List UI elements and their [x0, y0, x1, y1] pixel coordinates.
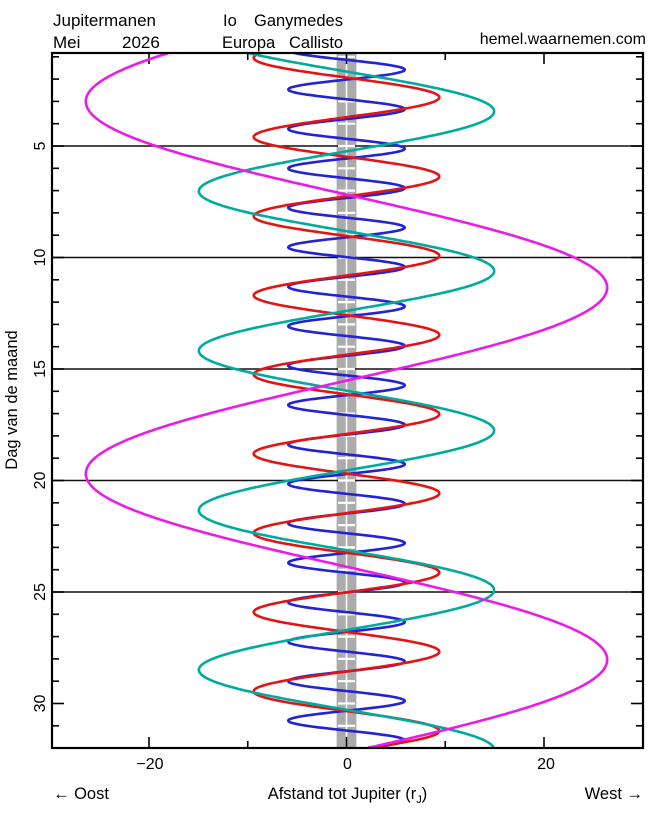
website-link[interactable]: hemel.waarnemen.com	[480, 31, 646, 48]
legend-callisto: Callisto	[289, 34, 343, 52]
plot-border	[50, 51, 645, 750]
legend-ganymedes: Ganymedes	[254, 12, 343, 30]
east-direction-label: ← Oost	[53, 785, 109, 803]
month-label: Mei	[53, 33, 80, 52]
page-title: Jupitermanen	[53, 11, 156, 30]
x-axis-title-close: )	[422, 785, 428, 803]
curve-ganymedes	[197, 53, 496, 748]
y-tick-label-5: 5	[32, 141, 49, 150]
axis-ticks	[52, 53, 643, 748]
y-tick-label-10: 10	[32, 249, 49, 267]
x-tick-plus20: 20	[537, 756, 555, 773]
west-direction-label: West →	[585, 785, 643, 803]
x-tick-minus20: −20	[136, 756, 163, 773]
y-axis-tick-labels: 5 10 15 20 25 30	[32, 141, 49, 712]
x-tick-zero: 0	[343, 756, 352, 773]
x-axis-title-main: Afstand tot Jupiter (r	[268, 785, 417, 803]
curve-europa	[252, 53, 441, 748]
moon-curves	[84, 53, 609, 748]
legend-io: Io	[223, 12, 237, 30]
y-axis-title: Dag van de maand	[3, 330, 21, 469]
y-tick-label-25: 25	[32, 583, 49, 601]
plot-frame	[50, 51, 645, 750]
y-tick-label-20: 20	[32, 472, 49, 490]
y-tick-label-30: 30	[32, 695, 49, 713]
legend-europa: Europa	[222, 34, 276, 52]
year-label: 2026	[122, 33, 160, 52]
curve-callisto	[84, 53, 609, 748]
y-tick-label-15: 15	[32, 360, 49, 378]
x-axis-title-sub: J	[416, 794, 422, 806]
x-axis-title: Afstand tot Jupiter (rJ)	[268, 785, 428, 806]
